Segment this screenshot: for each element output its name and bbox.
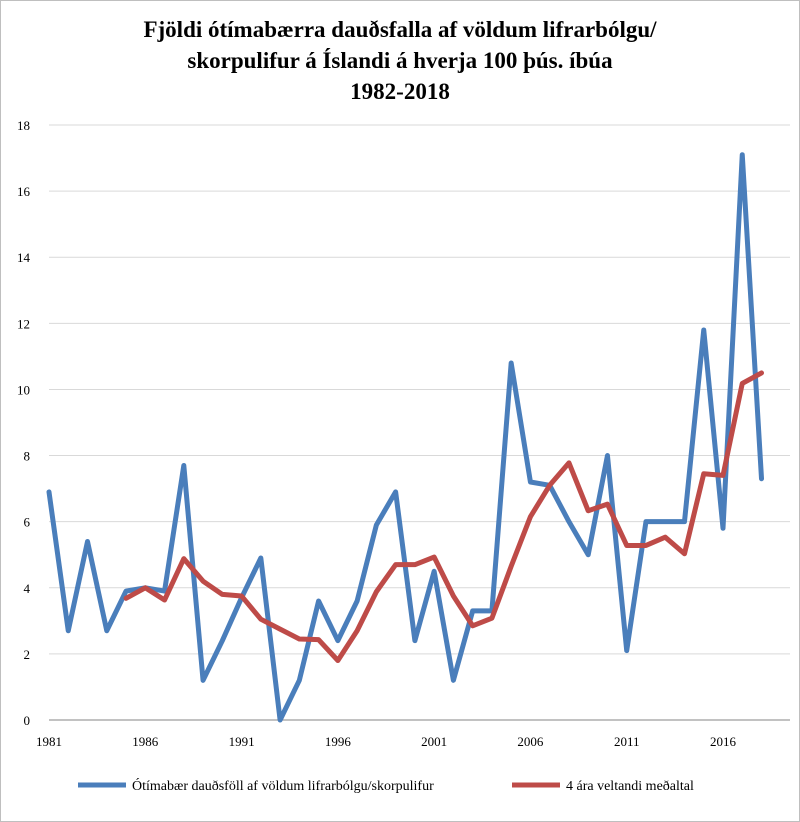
y-tick-label: 16 <box>17 184 31 199</box>
x-tick-label: 1996 <box>325 734 352 749</box>
title-line-1: Fjöldi ótímabærra dauðsfalla af völdum l… <box>143 17 657 42</box>
x-tick-label: 2016 <box>710 734 737 749</box>
series-line-2 <box>123 370 765 663</box>
y-tick-label: 14 <box>17 250 31 265</box>
x-tick-label: 2006 <box>517 734 544 749</box>
legend-label-2: 4 ára veltandi meðaltal <box>566 779 694 794</box>
y-tick-label: 2 <box>24 647 31 662</box>
title-line-3: 1982-2018 <box>350 79 450 104</box>
legend-label-1: Ótímabær dauðsföll af völdum lifrarbólgu… <box>132 777 434 794</box>
title-line-2: skorpulifur á Íslandi á hverja 100 þús. … <box>187 48 613 73</box>
y-tick-label: 10 <box>17 382 30 397</box>
y-tick-label: 12 <box>17 316 30 331</box>
x-tick-label: 1986 <box>132 734 159 749</box>
y-tick-label: 0 <box>24 713 31 728</box>
x-tick-label: 1991 <box>229 734 255 749</box>
y-tick-label: 8 <box>24 449 31 464</box>
y-tick-label: 4 <box>24 581 31 596</box>
x-tick-label: 2011 <box>614 734 640 749</box>
series-line-1 <box>46 152 765 723</box>
y-tick-label: 18 <box>17 118 30 133</box>
y-tick-label: 6 <box>24 515 31 530</box>
x-tick-label: 1981 <box>36 734 62 749</box>
x-tick-label: 2001 <box>421 734 447 749</box>
chart-title: Fjöldi ótímabærra dauðsfalla af völdum l… <box>0 14 800 107</box>
